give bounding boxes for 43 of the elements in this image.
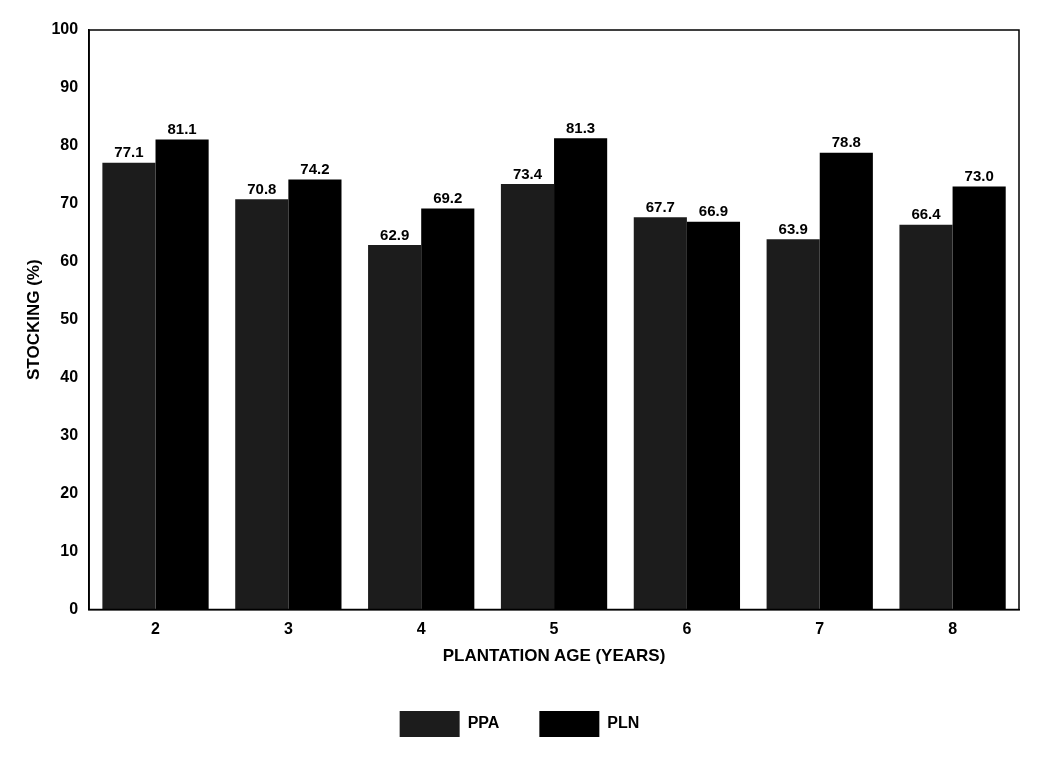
- data-label: 67.7: [645, 197, 675, 215]
- data-label: 62.9: [380, 225, 410, 243]
- x-tick-label: 5: [549, 620, 559, 638]
- y-tick-label: 90: [60, 78, 79, 96]
- y-tick-label: 70: [60, 194, 79, 212]
- data-label: 73.0: [964, 167, 994, 185]
- x-tick-label: 4: [416, 620, 426, 638]
- bar: [766, 239, 820, 610]
- data-label: 66.4: [911, 205, 942, 223]
- y-tick-label: 40: [60, 368, 79, 386]
- x-tick-label: 3: [283, 620, 293, 638]
- x-tick-label: 2: [151, 620, 161, 638]
- y-tick-label: 80: [60, 136, 79, 154]
- data-label: 63.9: [778, 219, 808, 237]
- y-tick-label: 30: [60, 425, 79, 443]
- data-label: 77.1: [114, 143, 144, 161]
- y-tick-label: 60: [60, 252, 79, 270]
- data-label: 69.2: [433, 189, 463, 207]
- data-label: 81.3: [566, 118, 596, 136]
- bar: [368, 244, 422, 610]
- data-label: 74.2: [300, 160, 330, 178]
- data-label: 66.9: [698, 202, 729, 220]
- y-axis-title: STOCKING (%): [23, 259, 43, 380]
- legend-label: PLN: [607, 714, 640, 732]
- y-tick-label: 10: [60, 541, 79, 559]
- bar: [102, 162, 156, 610]
- bar: [500, 184, 555, 610]
- y-tick-label: 0: [69, 599, 79, 617]
- data-label: 81.1: [167, 120, 197, 138]
- data-label: 73.4: [512, 164, 543, 182]
- x-tick-label: 8: [948, 620, 958, 638]
- data-label: 70.8: [247, 179, 277, 197]
- y-tick-label: 100: [51, 20, 79, 38]
- legend-label: PPA: [467, 714, 500, 732]
- x-tick-label: 7: [815, 620, 825, 638]
- x-axis-title: PLANTATION AGE (YEARS): [442, 646, 666, 666]
- bar: [633, 217, 687, 610]
- bar: [899, 224, 953, 610]
- data-label: 78.8: [831, 133, 861, 151]
- y-tick-label: 50: [60, 310, 79, 328]
- bar: [235, 199, 289, 610]
- x-tick-label: 6: [682, 620, 692, 638]
- y-tick-label: 20: [60, 483, 79, 501]
